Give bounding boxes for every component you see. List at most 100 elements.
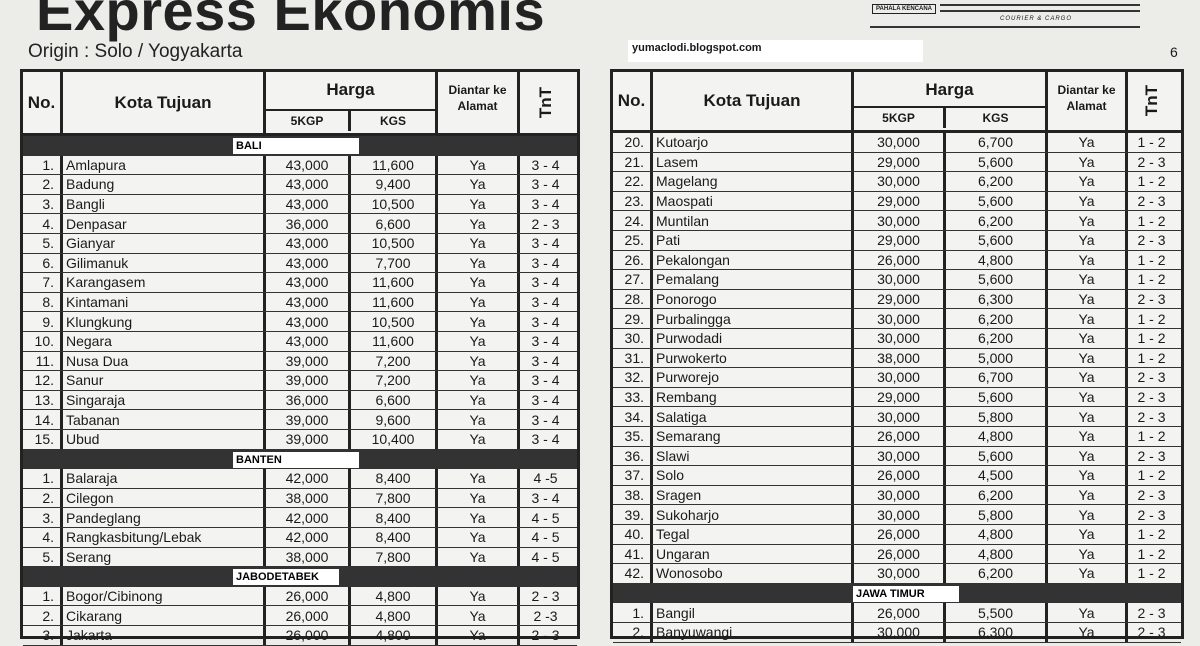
table-row: 28. Ponorogo 29,000 6,300 Ya 2 - 3 <box>613 289 1181 310</box>
row-price-5kgp: 29,000 <box>854 387 946 407</box>
row-delivered: Ya <box>438 469 520 488</box>
row-city: Slawi <box>653 446 854 466</box>
region-label: BANTEN <box>233 451 359 468</box>
row-no: 11. <box>23 351 63 371</box>
row-tnt: 1 - 2 <box>1137 251 1166 268</box>
row-no: 2. <box>23 488 63 508</box>
row-no: 31. <box>613 348 653 368</box>
row-price-5kgp: 43,000 <box>266 312 351 331</box>
row-delivered: Ya <box>1048 133 1128 152</box>
row-no: 21. <box>613 152 653 172</box>
row-city: Nusa Dua <box>63 351 266 371</box>
table-row: 1. Balaraja 42,000 8,400 Ya 4 -5 <box>23 469 577 489</box>
row-price-5kgp: 38,000 <box>266 547 351 567</box>
row-delivered: Ya <box>1048 485 1128 505</box>
origin-label: Origin : Solo / Yogyakarta <box>28 41 243 62</box>
table-header: No. Kota Tujuan Harga 5KGP KGS Diantar ke Ala… <box>23 72 577 136</box>
header-no: No. <box>23 72 63 133</box>
row-price-5kgp: 39,000 <box>266 410 351 429</box>
row-delivered: Ya <box>438 528 520 547</box>
row-city: Bangli <box>63 194 266 214</box>
header-5kgp: 5KGP <box>854 106 946 128</box>
row-tnt: 3 - 4 <box>531 352 560 369</box>
row-price-5kgp: 29,000 <box>854 191 946 211</box>
row-tnt: 1 - 2 <box>1137 173 1166 190</box>
row-price-kgs: 4,500 <box>946 466 1048 485</box>
row-city: Denpasar <box>63 214 266 233</box>
row-tnt: 1 - 2 <box>1137 212 1166 229</box>
row-delivered: Ya <box>1048 250 1128 270</box>
row-city: Singaraja <box>63 390 266 410</box>
row-delivered: Ya <box>1048 427 1128 446</box>
row-price-kgs: 7,800 <box>351 547 438 567</box>
blog-watermark: yumaclodi.blogspot.com <box>628 40 923 62</box>
row-city: Gilimanuk <box>63 253 266 273</box>
row-city: Kutoarjo <box>653 133 854 152</box>
row-delivered: Ya <box>438 155 520 175</box>
row-price-kgs: 10,500 <box>351 194 438 214</box>
row-no: 41. <box>613 544 653 564</box>
row-price-kgs: 7,200 <box>351 351 438 371</box>
row-tnt: 3 - 4 <box>531 431 560 448</box>
row-price-kgs: 6,200 <box>946 309 1048 328</box>
header-delivered: Diantar ke Alamat <box>438 72 520 133</box>
row-no: 23. <box>613 191 653 211</box>
row-delivered: Ya <box>1048 289 1128 309</box>
row-price-kgs: 6,200 <box>946 211 1048 230</box>
row-tnt: 3 - 4 <box>531 254 560 271</box>
table-row: 42. Wonosobo 30,000 6,200 Ya 1 - 2 <box>613 564 1181 584</box>
row-price-5kgp: 30,000 <box>854 270 946 289</box>
row-no: 3. <box>23 194 63 214</box>
row-no: 15. <box>23 430 63 449</box>
row-tnt: 2 - 3 <box>1137 506 1166 523</box>
row-price-5kgp: 39,000 <box>266 430 351 449</box>
row-no: 30. <box>613 329 653 348</box>
row-price-5kgp: 42,000 <box>266 469 351 488</box>
table-row: 34. Salatiga 30,000 5,800 Ya 2 - 3 <box>613 407 1181 427</box>
row-price-kgs: 4,800 <box>946 525 1048 544</box>
row-city: Serang <box>63 547 266 567</box>
row-tnt: 3 - 4 <box>531 333 560 350</box>
row-delivered: Ya <box>1048 152 1128 172</box>
row-delivered: Ya <box>438 430 520 449</box>
row-city: Lasem <box>653 152 854 172</box>
row-no: 29. <box>613 309 653 328</box>
row-no: 4. <box>23 528 63 547</box>
row-price-5kgp: 30,000 <box>854 505 946 524</box>
row-no: 4. <box>23 214 63 233</box>
row-delivered: Ya <box>438 312 520 331</box>
row-price-kgs: 6,200 <box>946 485 1048 505</box>
row-no: 37. <box>613 466 653 485</box>
table-row: 2. Badung 43,000 9,400 Ya 3 - 4 <box>23 175 577 195</box>
row-price-5kgp: 26,000 <box>266 626 351 645</box>
row-price-5kgp: 26,000 <box>854 525 946 544</box>
table-row: 2. Cilegon 38,000 7,800 Ya 3 - 4 <box>23 488 577 509</box>
row-no: 5. <box>23 234 63 253</box>
row-no: 42. <box>613 564 653 583</box>
row-tnt: 3 - 4 <box>531 313 560 330</box>
row-city: Semarang <box>653 427 854 446</box>
row-price-5kgp: 43,000 <box>266 332 351 351</box>
row-price-kgs: 5,000 <box>946 348 1048 368</box>
row-city: Karangasem <box>63 273 266 292</box>
row-delivered: Ya <box>438 606 520 625</box>
row-price-kgs: 5,600 <box>946 152 1048 172</box>
table-row: 20. Kutoarjo 30,000 6,700 Ya 1 - 2 <box>613 133 1181 153</box>
row-city: Purworejo <box>653 368 854 387</box>
row-tnt: 3 - 4 <box>531 196 560 213</box>
table-row: 29. Purbalingga 30,000 6,200 Ya 1 - 2 <box>613 309 1181 329</box>
row-tnt: 1 - 2 <box>1137 467 1166 484</box>
row-no: 3. <box>23 508 63 527</box>
row-delivered: Ya <box>1048 270 1128 289</box>
row-no: 3. <box>23 626 63 645</box>
row-delivered: Ya <box>438 351 520 371</box>
row-price-5kgp: 43,000 <box>266 292 351 312</box>
row-delivered: Ya <box>1048 623 1128 642</box>
row-city: Salatiga <box>653 407 854 426</box>
row-price-kgs: 6,700 <box>946 368 1048 387</box>
row-no: 24. <box>613 211 653 230</box>
table-row: 14. Tabanan 39,000 9,600 Ya 3 - 4 <box>23 410 577 430</box>
row-no: 10. <box>23 332 63 351</box>
row-price-5kgp: 30,000 <box>854 368 946 387</box>
table-row: 7. Karangasem 43,000 11,600 Ya 3 - 4 <box>23 273 577 293</box>
